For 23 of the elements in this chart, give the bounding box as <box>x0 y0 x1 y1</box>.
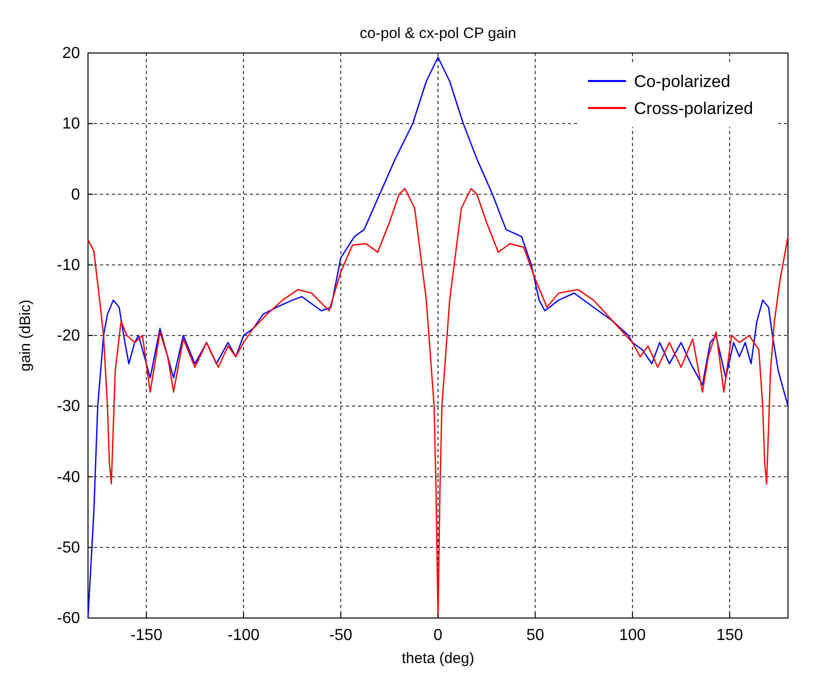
x-tick-label: -50 <box>329 627 352 644</box>
x-tick-label: -150 <box>130 627 162 644</box>
line-series <box>87 56 789 619</box>
y-tick-label: 0 <box>71 186 80 204</box>
x-tick-label: 0 <box>434 627 443 644</box>
legend-label: Cross-polarized <box>634 99 754 118</box>
y-tick-label: -30 <box>56 398 80 416</box>
y-tick-label: -40 <box>56 468 80 486</box>
chart-title: co-pol & cx-pol CP gain <box>360 25 516 42</box>
legend-label: Co-polarized <box>634 72 730 91</box>
line-series <box>87 188 789 619</box>
x-tick-label: 150 <box>716 627 744 644</box>
x-tick-label: -100 <box>228 627 260 644</box>
y-tick-label: -10 <box>56 256 80 274</box>
y-tick-label: -20 <box>56 328 80 344</box>
y-tick-label: -60 <box>56 610 80 627</box>
x-tick-label: 100 <box>619 627 646 644</box>
y-tick-label: 10 <box>62 116 80 133</box>
x-axis-title: theta (deg) <box>402 650 474 667</box>
y-tick-label: 20 <box>62 45 80 62</box>
y-axis-title: gain (dBic) <box>17 300 34 372</box>
x-tick-label: 50 <box>526 627 544 644</box>
y-tick-label: -50 <box>56 539 80 556</box>
